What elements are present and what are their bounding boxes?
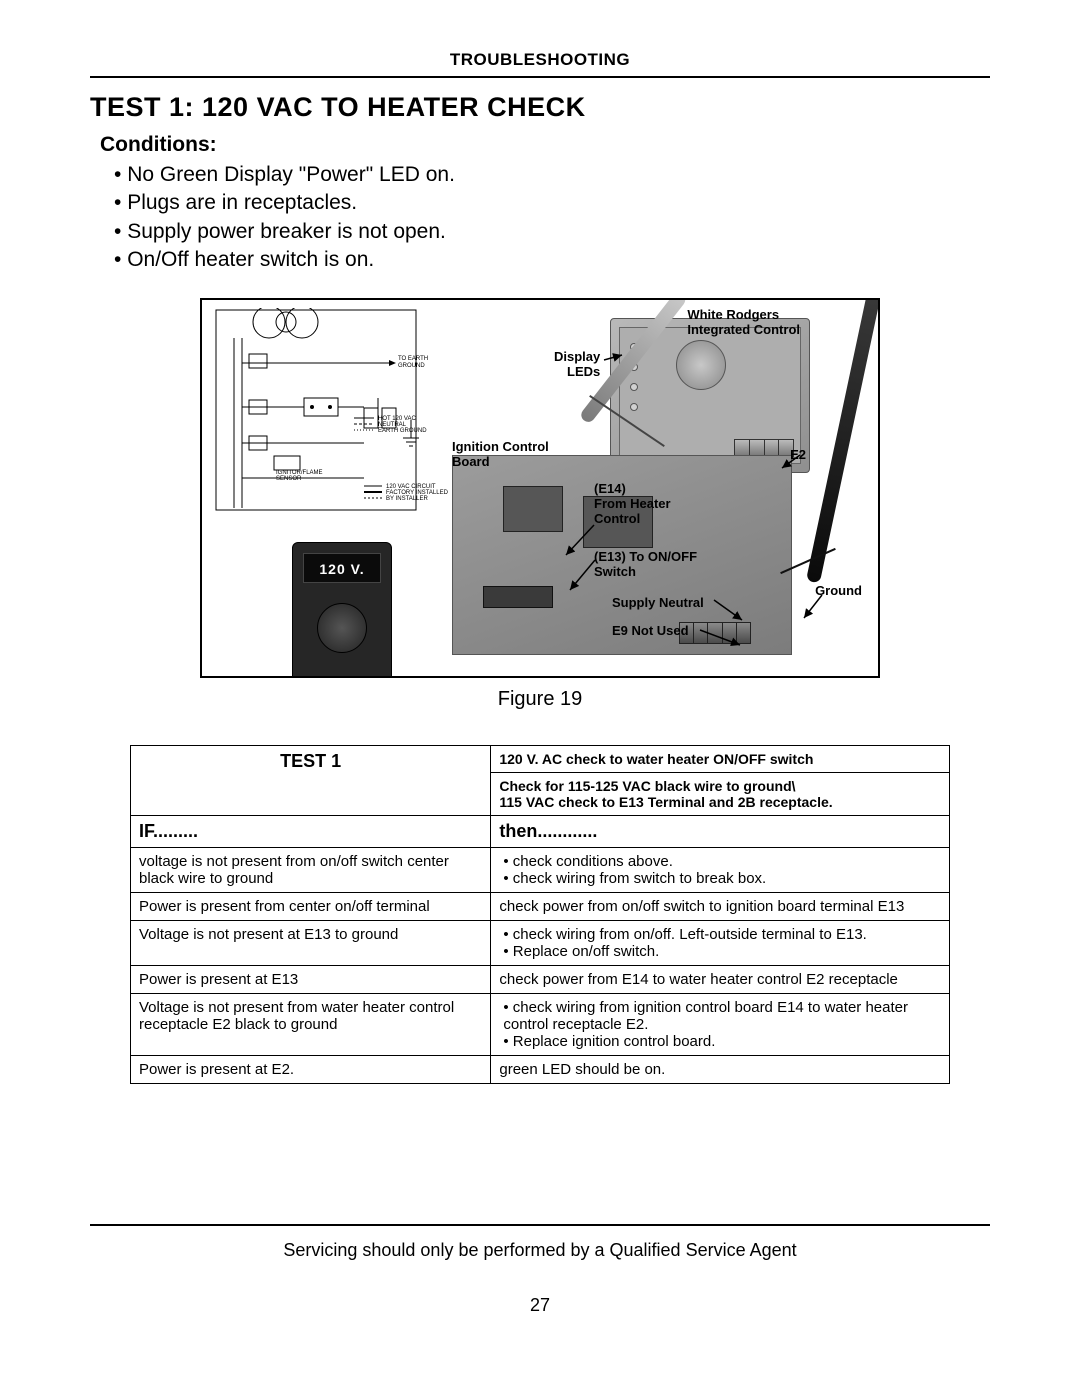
then-cell: check power from on/off switch to igniti… xyxy=(491,893,950,921)
page-number: 27 xyxy=(90,1295,990,1316)
schem-label: GROUND xyxy=(398,363,425,369)
label-ground: Ground xyxy=(815,584,862,599)
condition-item: Plugs are in receptacles. xyxy=(114,189,990,217)
figure-caption: Figure 19 xyxy=(90,688,990,711)
table-title-cell: TEST 1 xyxy=(131,746,491,816)
label-e9: E9 Not Used xyxy=(612,624,689,639)
then-cell: check power from E14 to water heater con… xyxy=(491,966,950,994)
then-cell: check wiring from on/off. Left-outside t… xyxy=(491,921,950,966)
test-table: TEST 1 120 V. AC check to water heater O… xyxy=(130,745,950,1084)
condition-item: No Green Display "Power" LED on. xyxy=(114,161,990,189)
then-item: check wiring from on/off. Left-outside t… xyxy=(503,926,941,943)
label-white-rodgers: White Rodgers Integrated Control xyxy=(687,308,800,338)
schem-label: EARTH GROUND xyxy=(378,428,427,434)
schem-label: TO EARTH xyxy=(398,356,428,362)
then-item: check wiring from switch to break box. xyxy=(503,870,941,887)
schem-label: BY INSTALLER xyxy=(386,496,428,502)
table-row: Voltage is not present at E13 to ground … xyxy=(131,921,950,966)
conditions-heading: Conditions: xyxy=(100,133,990,157)
then-item: Replace ignition control board. xyxy=(503,1033,941,1050)
conditions-list: No Green Display "Power" LED on. Plugs a… xyxy=(114,161,990,274)
table-row: Power is present at E13 check power from… xyxy=(131,966,950,994)
label-e13: (E13) To ON/OFF Switch xyxy=(594,550,697,580)
if-cell: Power is present from center on/off term… xyxy=(131,893,491,921)
then-item: check conditions above. xyxy=(503,853,941,870)
then-item: check wiring from ignition control board… xyxy=(503,999,941,1033)
wiring-schematic: TO EARTH GROUND HOT 120 VAC NEUTRAL EART… xyxy=(214,308,484,528)
bottom-rule xyxy=(90,1224,990,1226)
schem-label: SENSOR xyxy=(276,476,302,482)
table-row: IF......... then............ xyxy=(131,816,950,848)
footer-text: Servicing should only be performed by a … xyxy=(90,1240,990,1261)
table-row: Power is present at E2. green LED should… xyxy=(131,1056,950,1084)
multimeter: 120 V. xyxy=(292,542,392,678)
table-row: TEST 1 120 V. AC check to water heater O… xyxy=(131,746,950,773)
section-header: TROUBLESHOOTING xyxy=(90,50,990,70)
condition-item: Supply power breaker is not open. xyxy=(114,218,990,246)
label-e14: (E14) From Heater Control xyxy=(594,482,671,527)
if-cell: Voltage is not present at E13 to ground xyxy=(131,921,491,966)
table-subhead: Check for 115-125 VAC black wire to grou… xyxy=(491,773,950,816)
then-cell: green LED should be on. xyxy=(491,1056,950,1084)
if-header: IF......... xyxy=(131,816,491,848)
page-title: TEST 1: 120 VAC TO HEATER CHECK xyxy=(90,92,990,123)
if-cell: Voltage is not present from water heater… xyxy=(131,994,491,1056)
label-ignition-board: Ignition Control Board xyxy=(452,440,549,470)
if-cell: Power is present at E2. xyxy=(131,1056,491,1084)
then-cell: check wiring from ignition control board… xyxy=(491,994,950,1056)
table-row: Voltage is not present from water heater… xyxy=(131,994,950,1056)
figure-19: TO EARTH GROUND HOT 120 VAC NEUTRAL EART… xyxy=(200,298,880,678)
label-supply-neutral: Supply Neutral xyxy=(612,596,704,611)
label-e2: E2 xyxy=(790,448,806,463)
table-row: voltage is not present from on/off switc… xyxy=(131,848,950,893)
multimeter-reading: 120 V. xyxy=(303,553,381,583)
black-probe xyxy=(806,298,880,583)
table-row: Power is present from center on/off term… xyxy=(131,893,950,921)
then-header: then............ xyxy=(491,816,950,848)
table-subhead: 120 V. AC check to water heater ON/OFF s… xyxy=(491,746,950,773)
then-cell: check conditions above. check wiring fro… xyxy=(491,848,950,893)
if-cell: voltage is not present from on/off switc… xyxy=(131,848,491,893)
top-rule xyxy=(90,76,990,78)
then-item: Replace on/off switch. xyxy=(503,943,941,960)
condition-item: On/Off heater switch is on. xyxy=(114,246,990,274)
label-display-leds: Display LEDs xyxy=(554,350,600,380)
if-cell: Power is present at E13 xyxy=(131,966,491,994)
